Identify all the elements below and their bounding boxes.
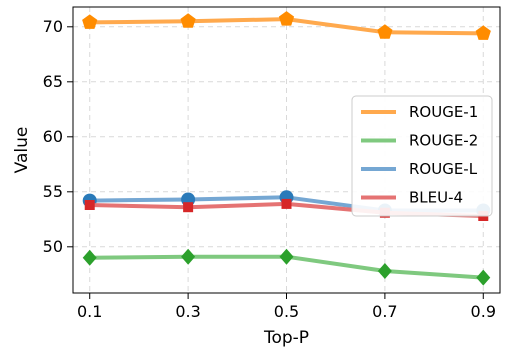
x-axis-label: Top-P: [263, 328, 309, 348]
x-tick-label: 0.9: [471, 302, 496, 321]
data-point-bleu-4: [85, 200, 95, 210]
legend-label-bleu-4: BLEU-4: [409, 189, 463, 207]
x-tick-label: 0.5: [274, 302, 299, 321]
y-tick-label: 60: [43, 127, 63, 146]
y-tick-label: 70: [43, 17, 63, 36]
y-axis-label: Value: [12, 127, 32, 174]
data-point-bleu-4: [183, 202, 193, 212]
y-tick-label: 65: [43, 72, 63, 91]
x-tick-label: 0.1: [77, 302, 102, 321]
y-tick-label: 55: [43, 182, 63, 201]
y-tick-label: 50: [43, 237, 63, 256]
legend-label-rouge-2: ROUGE-2: [409, 132, 478, 150]
legend-label-rouge-1: ROUGE-1: [409, 103, 478, 121]
legend-label-rouge-l: ROUGE-L: [409, 160, 478, 178]
legend: ROUGE-1 ROUGE-2 ROUGE-L BLEU-4: [352, 96, 492, 216]
x-tick-label: 0.7: [372, 302, 397, 321]
data-point-bleu-4: [282, 199, 292, 209]
x-tick-label: 0.3: [175, 302, 200, 321]
